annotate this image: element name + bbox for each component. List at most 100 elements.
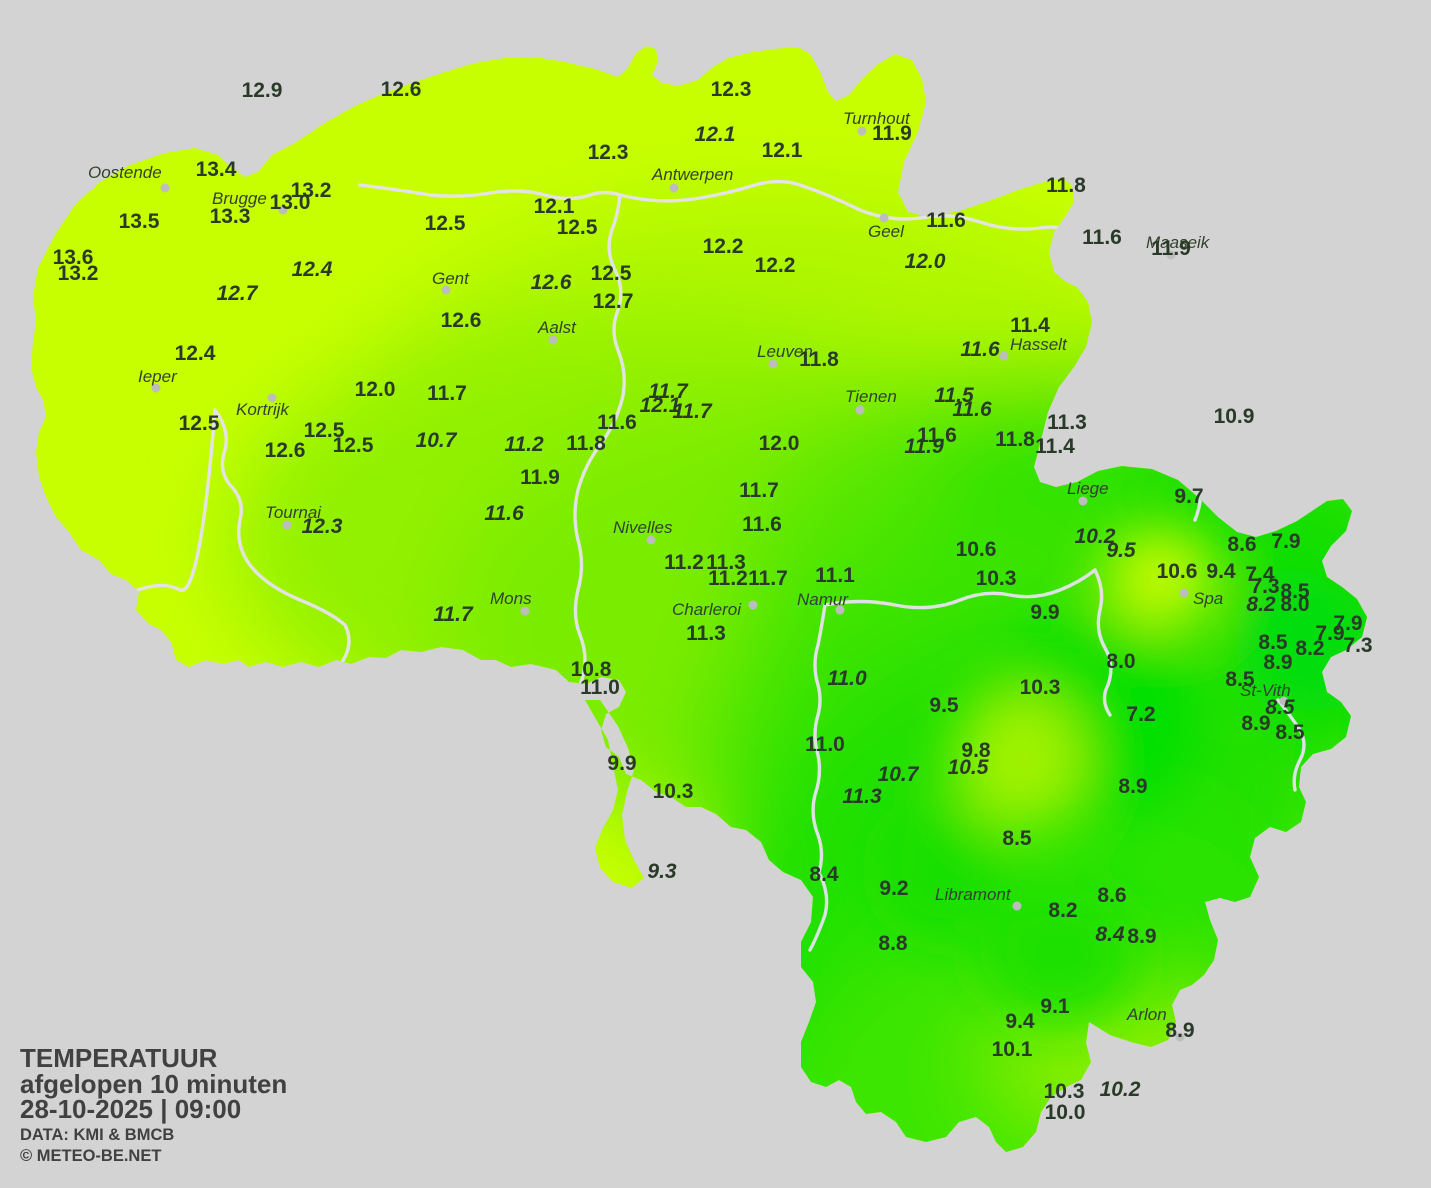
svg-text:11.6: 11.6: [597, 411, 637, 434]
svg-text:Arlon: Arlon: [1126, 1005, 1167, 1024]
svg-text:9.2: 9.2: [879, 877, 908, 900]
svg-text:8.6: 8.6: [1227, 533, 1256, 556]
svg-text:12.6: 12.6: [531, 271, 572, 294]
svg-text:8.9: 8.9: [1127, 925, 1156, 948]
svg-text:10.5: 10.5: [948, 756, 989, 779]
svg-text:8.2: 8.2: [1048, 899, 1077, 922]
svg-text:DATA: KMI & BMCB: DATA: KMI & BMCB: [20, 1126, 174, 1144]
svg-text:Geel: Geel: [868, 222, 905, 241]
svg-text:9.4: 9.4: [1206, 560, 1236, 583]
svg-text:28-10-2025 | 09:00: 28-10-2025 | 09:00: [20, 1094, 241, 1124]
svg-text:12.6: 12.6: [441, 309, 482, 332]
svg-text:8.5: 8.5: [1002, 827, 1032, 850]
svg-text:12.6: 12.6: [381, 78, 422, 101]
svg-text:Antwerpen: Antwerpen: [651, 165, 733, 184]
svg-text:Spa: Spa: [1193, 589, 1223, 608]
svg-text:13.4: 13.4: [196, 158, 237, 181]
svg-text:11.7: 11.7: [433, 603, 474, 626]
svg-text:10.3: 10.3: [1020, 676, 1061, 699]
svg-text:11.0: 11.0: [827, 667, 867, 690]
svg-text:10.1: 10.1: [992, 1038, 1033, 1061]
svg-text:9.4: 9.4: [1005, 1010, 1035, 1033]
svg-text:8.5: 8.5: [1225, 668, 1255, 691]
svg-text:12.4: 12.4: [175, 342, 216, 365]
svg-text:11.3: 11.3: [1047, 411, 1087, 434]
svg-text:Namur: Namur: [797, 590, 849, 609]
svg-text:11.8: 11.8: [1046, 174, 1086, 197]
svg-text:11.7: 11.7: [427, 382, 467, 405]
svg-text:12.3: 12.3: [711, 78, 752, 101]
svg-text:9.9: 9.9: [607, 752, 636, 775]
svg-text:11.7: 11.7: [748, 567, 788, 590]
svg-text:8.0: 8.0: [1280, 593, 1309, 616]
svg-text:Gent: Gent: [432, 269, 470, 288]
svg-text:11.6: 11.6: [484, 502, 524, 525]
svg-text:10.3: 10.3: [653, 780, 694, 803]
svg-text:11.0: 11.0: [580, 676, 620, 699]
svg-text:11.2: 11.2: [504, 433, 544, 456]
svg-text:11.8: 11.8: [566, 432, 606, 455]
svg-text:8.5: 8.5: [1275, 721, 1305, 744]
svg-text:11.2: 11.2: [708, 567, 748, 590]
svg-text:11.6: 11.6: [952, 398, 992, 421]
svg-text:12.1: 12.1: [695, 123, 736, 146]
svg-text:11.1: 11.1: [815, 564, 855, 587]
svg-text:7.9: 7.9: [1333, 612, 1362, 635]
svg-text:11.7: 11.7: [672, 400, 713, 423]
svg-text:8.9: 8.9: [1118, 775, 1147, 798]
svg-text:9.1: 9.1: [1040, 995, 1070, 1018]
svg-text:10.0: 10.0: [1045, 1101, 1086, 1124]
svg-text:12.0: 12.0: [759, 432, 800, 455]
svg-text:12.2: 12.2: [755, 254, 796, 277]
svg-text:10.3: 10.3: [976, 567, 1017, 590]
svg-text:12.5: 12.5: [425, 212, 466, 235]
svg-text:Hasselt: Hasselt: [1010, 335, 1068, 354]
svg-text:7.2: 7.2: [1126, 703, 1155, 726]
svg-text:11.7: 11.7: [739, 479, 779, 502]
svg-text:8.0: 8.0: [1106, 650, 1135, 673]
svg-text:12.2: 12.2: [703, 235, 744, 258]
svg-text:12.0: 12.0: [905, 250, 946, 273]
svg-text:12.5: 12.5: [179, 412, 220, 435]
svg-text:8.9: 8.9: [1263, 651, 1292, 674]
svg-text:12.5: 12.5: [591, 262, 632, 285]
svg-text:10.6: 10.6: [956, 538, 997, 561]
svg-text:9.5: 9.5: [1106, 539, 1136, 562]
svg-text:11.0: 11.0: [805, 733, 845, 756]
svg-text:Nivelles: Nivelles: [613, 518, 673, 537]
svg-text:12.9: 12.9: [242, 79, 283, 102]
svg-text:8.8: 8.8: [878, 932, 908, 955]
svg-text:11.6: 11.6: [926, 209, 966, 232]
svg-text:Aalst: Aalst: [537, 318, 577, 337]
svg-text:8.2: 8.2: [1295, 637, 1324, 660]
svg-text:13.2: 13.2: [58, 262, 99, 285]
svg-text:9.5: 9.5: [929, 694, 959, 717]
svg-text:11.4: 11.4: [1035, 435, 1075, 458]
svg-text:12.1: 12.1: [762, 139, 803, 162]
svg-text:Liege: Liege: [1067, 479, 1109, 498]
svg-text:11.6: 11.6: [742, 513, 782, 536]
svg-text:Ieper: Ieper: [138, 367, 178, 386]
svg-text:11.3: 11.3: [686, 622, 726, 645]
svg-text:10.7: 10.7: [416, 429, 458, 452]
svg-text:© METEO-BE.NET: © METEO-BE.NET: [20, 1147, 161, 1165]
svg-text:12.3: 12.3: [302, 515, 343, 538]
svg-text:12.5: 12.5: [304, 419, 345, 442]
svg-text:8.9: 8.9: [1165, 1019, 1194, 1042]
svg-text:Tienen: Tienen: [845, 387, 897, 406]
svg-text:11.2: 11.2: [664, 551, 704, 574]
svg-text:10.3: 10.3: [1044, 1080, 1085, 1103]
svg-text:12.7: 12.7: [217, 282, 259, 305]
svg-text:11.9: 11.9: [520, 466, 560, 489]
svg-text:12.0: 12.0: [355, 378, 396, 401]
svg-text:Charleroi: Charleroi: [672, 600, 742, 619]
svg-text:Mons: Mons: [490, 589, 532, 608]
svg-text:13.0: 13.0: [270, 191, 311, 214]
svg-text:11.6: 11.6: [1082, 226, 1122, 249]
svg-text:13.3: 13.3: [210, 205, 251, 228]
svg-text:12.4: 12.4: [292, 258, 333, 281]
svg-text:13.5: 13.5: [119, 210, 160, 233]
svg-text:12.3: 12.3: [588, 141, 629, 164]
svg-text:8.6: 8.6: [1097, 884, 1126, 907]
svg-text:9.9: 9.9: [1030, 601, 1059, 624]
